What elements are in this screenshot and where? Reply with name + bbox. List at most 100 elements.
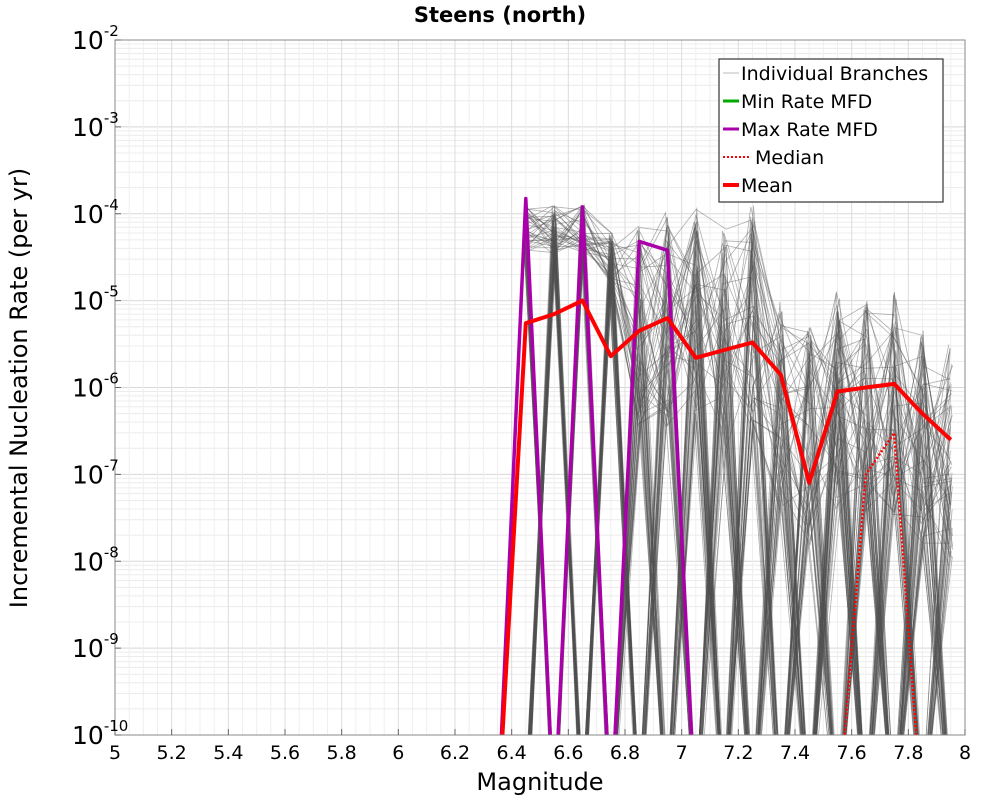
branch-line xyxy=(524,207,915,735)
branch-line xyxy=(525,211,942,735)
y-tick-label: 10-4 xyxy=(72,196,119,229)
x-tick-label: 7 xyxy=(676,742,688,764)
x-axis-ticks: 5 5.2 5.4 5.6 5.8 6 6.2 6.4 6.6 6.8 7 7.2 7.4 7.6 7.8 8 xyxy=(109,729,971,764)
branch-line xyxy=(526,231,950,735)
branch-line xyxy=(525,212,951,735)
branch-line xyxy=(524,246,952,735)
x-tick-label: 6.8 xyxy=(610,742,640,764)
branch-line xyxy=(523,242,953,735)
branch-line xyxy=(557,206,951,735)
branch-line xyxy=(616,326,951,735)
branch-line xyxy=(559,215,944,735)
branch-line xyxy=(529,229,918,735)
branch-line xyxy=(527,212,920,735)
branch-line xyxy=(529,245,946,735)
branch-line xyxy=(729,388,952,735)
branch-line xyxy=(525,206,950,735)
x-tick-label: 8 xyxy=(959,742,971,764)
branch-line xyxy=(530,217,947,735)
branch-line xyxy=(530,207,952,735)
legend-item-median: Median xyxy=(723,147,824,169)
branch-line xyxy=(525,219,947,735)
series-layer xyxy=(499,196,953,735)
branch-line xyxy=(525,214,944,735)
branch-line xyxy=(527,208,919,735)
branch-line xyxy=(528,230,863,735)
branch-line xyxy=(526,241,944,735)
branch-line xyxy=(524,233,952,735)
x-tick-label: 6 xyxy=(392,742,404,764)
x-tick-label: 5.8 xyxy=(327,742,357,764)
max-rate-line xyxy=(499,196,694,735)
branch-line xyxy=(528,216,953,735)
branch-line xyxy=(524,212,945,735)
branch-line xyxy=(524,224,946,735)
x-tick-label: 6.6 xyxy=(553,742,583,764)
y-tick-label: 10-9 xyxy=(72,630,119,663)
branch-line xyxy=(525,216,887,735)
chart-title: Steens (north) xyxy=(414,3,586,27)
branch-line xyxy=(530,220,950,735)
branch-line xyxy=(527,219,918,735)
legend-label-max-rate: Max Rate MFD xyxy=(741,119,878,141)
y-tick-label: 10-7 xyxy=(72,456,119,489)
branch-line xyxy=(524,216,859,735)
branch-line xyxy=(529,249,951,735)
branch-line xyxy=(528,231,889,735)
legend-label-median: Median xyxy=(755,147,824,169)
branch-line xyxy=(523,205,952,735)
branch-line xyxy=(529,208,947,735)
branch-line xyxy=(529,235,947,735)
y-tick-label: 10-3 xyxy=(72,109,119,142)
branch-line xyxy=(584,279,953,735)
branch-line xyxy=(529,206,952,735)
x-tick-label: 5.2 xyxy=(157,742,187,764)
legend-label-branches: Individual Branches xyxy=(741,63,928,85)
branch-line xyxy=(530,226,917,735)
legend-box xyxy=(718,58,944,203)
branch-line xyxy=(529,225,951,735)
branch-line xyxy=(530,224,861,735)
branch-line xyxy=(525,249,946,735)
branch-line xyxy=(524,219,888,735)
y-axis-label: Incremental Nucleation Rate (per yr) xyxy=(5,168,33,608)
branch-line xyxy=(529,213,945,735)
branch-line xyxy=(524,215,950,735)
branch-line xyxy=(529,237,916,735)
branch-line xyxy=(527,236,887,735)
legend-item-min-rate: Min Rate MFD xyxy=(723,91,872,113)
y-tick-label: 10-5 xyxy=(72,283,119,316)
x-tick-label: 5 xyxy=(109,742,121,764)
branch-line xyxy=(526,210,952,735)
x-tick-label: 7.8 xyxy=(893,742,923,764)
legend-item-max-rate: Max Rate MFD xyxy=(723,119,878,141)
x-tick-label: 5.6 xyxy=(270,742,300,764)
y-tick-label: 10-10 xyxy=(72,717,128,750)
branch-line xyxy=(526,230,953,735)
y-tick-label: 10-2 xyxy=(72,22,119,55)
branch-line xyxy=(525,238,947,735)
branch-line xyxy=(525,205,944,735)
legend-label-min-rate: Min Rate MFD xyxy=(741,91,872,113)
branch-line xyxy=(529,227,802,735)
branch-line xyxy=(525,205,951,735)
branch-line xyxy=(527,205,948,735)
y-tick-label: 10-6 xyxy=(72,370,119,403)
legend-item-mean: Mean xyxy=(723,175,793,197)
branch-line xyxy=(527,237,952,735)
branch-line xyxy=(557,232,950,735)
x-tick-label: 7.4 xyxy=(780,742,810,764)
branch-line xyxy=(531,245,806,735)
x-tick-label: 6.4 xyxy=(497,742,527,764)
branch-line xyxy=(525,215,945,735)
legend: Individual Branches Min Rate MFD Max Rat… xyxy=(718,58,944,203)
branch-line xyxy=(524,233,948,735)
mean-line xyxy=(500,298,953,735)
branch-line xyxy=(615,321,953,735)
branch-line xyxy=(528,214,945,735)
x-tick-label: 6.2 xyxy=(440,742,470,764)
x-axis-label: Magnitude xyxy=(476,768,603,796)
branch-line xyxy=(527,218,951,735)
legend-item-branches: Individual Branches xyxy=(723,63,928,85)
